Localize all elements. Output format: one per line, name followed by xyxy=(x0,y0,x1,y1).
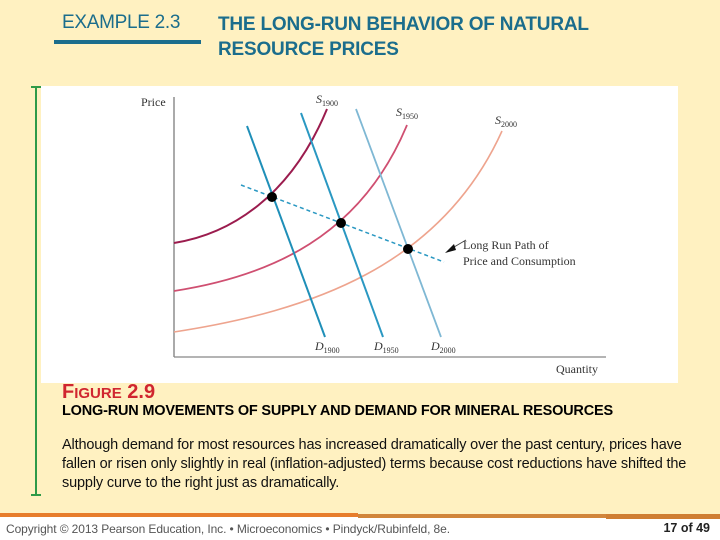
footer-rule-left xyxy=(0,513,358,517)
example-label: EXAMPLE 2.3 xyxy=(62,12,181,33)
label-s1900: S1900 xyxy=(316,92,338,108)
figure-label: FIGURE 2.9 xyxy=(62,381,156,403)
footer-rule-right xyxy=(606,514,720,519)
supply-curve-1900 xyxy=(173,108,328,244)
label-d1900: D1900 xyxy=(314,339,340,355)
label-s1950: S1950 xyxy=(396,105,418,121)
example-underline xyxy=(54,40,201,44)
figure-subtitle: LONG-RUN MOVEMENTS OF SUPPLY AND DEMAND … xyxy=(62,403,613,419)
title-line-2: RESOURCE PRICES xyxy=(218,39,399,60)
footer-copyright: Copyright © 2013 Pearson Education, Inc.… xyxy=(6,522,450,536)
supply-curve-1950 xyxy=(173,124,408,292)
label-s2000: S2000 xyxy=(495,113,517,129)
figure-caption: Although demand for most resources has i… xyxy=(62,437,687,491)
annotation-line-2: Price and Consumption xyxy=(463,254,576,268)
slide-title: THE LONG-RUN BEHAVIOR OF NATURAL RESOURC… xyxy=(218,12,589,62)
demand-curve-2000 xyxy=(355,108,442,338)
label-d1950: D1950 xyxy=(373,339,399,355)
footer-rule-middle xyxy=(358,514,606,518)
supply-demand-diagram: Price Quantity Long Run Path of Price an… xyxy=(141,92,606,376)
page-number: 17 of 49 xyxy=(663,521,710,535)
annotation-arrow-head-icon xyxy=(445,244,456,253)
green-bar-bottom-tick xyxy=(31,494,41,496)
green-bar-top-tick xyxy=(31,86,41,88)
demand-curve-1900 xyxy=(246,125,326,338)
supply-curve-2000 xyxy=(173,130,503,333)
equilibrium-point-1950 xyxy=(336,218,346,228)
equilibrium-point-2000 xyxy=(403,244,413,254)
y-axis-label: Price xyxy=(141,95,166,109)
figure-chart: Price Quantity Long Run Path of Price an… xyxy=(41,86,678,383)
equilibrium-point-1900 xyxy=(267,192,277,202)
annotation-line-1: Long Run Path of xyxy=(463,238,549,252)
x-axis-label: Quantity xyxy=(556,362,598,376)
green-side-bar xyxy=(35,86,37,496)
title-line-1: THE LONG-RUN BEHAVIOR OF NATURAL xyxy=(218,14,589,35)
label-d2000: D2000 xyxy=(430,339,456,355)
slide: EXAMPLE 2.3 THE LONG-RUN BEHAVIOR OF NAT… xyxy=(0,0,720,515)
